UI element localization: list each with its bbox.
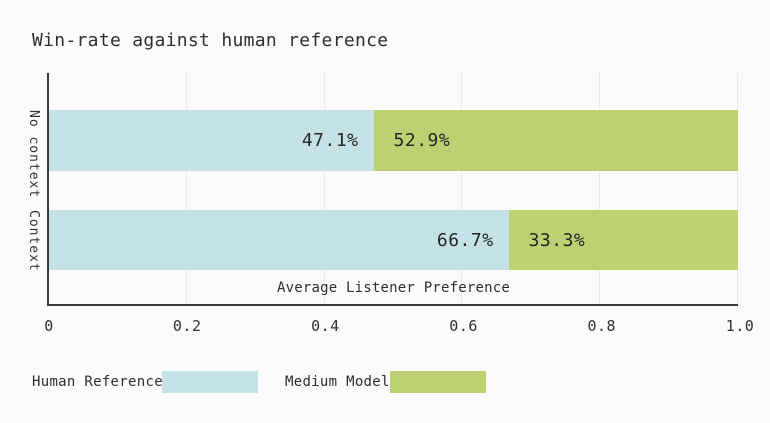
- legend-swatch-medium-model: [390, 371, 486, 393]
- legend: Human Reference Medium Model: [0, 371, 770, 395]
- x-tick-label: 0: [44, 317, 54, 335]
- bar-value-label: 47.1%: [301, 130, 359, 151]
- x-tick-label: 0.2: [172, 317, 202, 335]
- bar-value-label: 33.3%: [528, 229, 586, 251]
- legend-label-human-reference: Human Reference: [32, 374, 163, 390]
- bar-row-context: 66.7% 33.3%: [49, 210, 738, 270]
- x-tick-label: 0.4: [311, 317, 340, 335]
- bar-segment-human-reference: 66.7%: [49, 210, 509, 270]
- plot-area: Average Listener Preference 47.1% 52.9% No…: [26, 73, 738, 306]
- x-tick-label: 0.8: [587, 317, 617, 335]
- bar-row-no-context: 47.1% 52.9%: [49, 110, 738, 171]
- bar-segment-human-reference: 47.1%: [49, 110, 374, 171]
- x-tick-label: 1.0: [725, 317, 755, 335]
- chart-title: Win-rate against human reference: [32, 30, 389, 51]
- gridline: [737, 73, 738, 304]
- bar-value-label: 52.9%: [393, 130, 451, 151]
- bar-segment-medium-model: 33.3%: [508, 210, 738, 270]
- y-tick-label-context: Context: [26, 210, 41, 272]
- legend-label-medium-model: Medium Model: [285, 374, 390, 390]
- gridline: [461, 73, 463, 304]
- y-tick-label-no-context: No context: [26, 110, 41, 199]
- x-tick-label: 0.6: [449, 317, 478, 335]
- gridline: [323, 73, 325, 304]
- gridline: [185, 73, 187, 304]
- gridline: [599, 73, 601, 304]
- legend-swatch-human-reference: [162, 371, 258, 393]
- bar-value-label: 66.7%: [436, 229, 494, 251]
- bar-segment-medium-model: 52.9%: [373, 110, 738, 171]
- x-axis-label: Average Listener Preference: [277, 280, 510, 296]
